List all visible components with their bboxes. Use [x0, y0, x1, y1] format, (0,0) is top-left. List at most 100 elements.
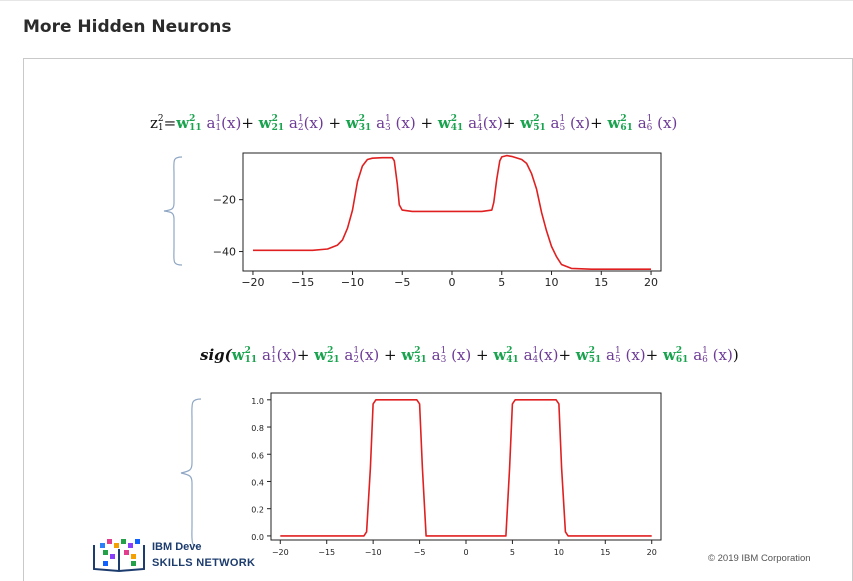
plus-sign: +	[590, 114, 608, 132]
activation-arg: (x)	[446, 346, 472, 364]
activation-a4-sup: 1	[532, 346, 539, 356]
weight-w21-sup: 2	[327, 346, 334, 356]
x-tick-label: 20	[647, 548, 657, 557]
weight-w51-sub: 51	[533, 123, 546, 133]
activation-a2-sub: 2	[353, 355, 360, 365]
activation-arg: (x)	[620, 346, 646, 364]
equals-sign: =	[163, 114, 177, 132]
weight-w61-sup: 2	[620, 114, 627, 124]
weight-w61: w 2 61	[662, 346, 689, 365]
weight-w51-sup: 2	[533, 114, 540, 124]
activation-a2-sub: 2	[297, 123, 304, 133]
weight-w41-sup: 2	[506, 346, 513, 356]
weight-w21-sub: 21	[327, 355, 340, 365]
plus-sign: +	[323, 114, 346, 132]
top-divider	[0, 0, 853, 1]
activation-a3-sup: 1	[440, 346, 447, 356]
y-tick-label: 0.8	[251, 424, 264, 433]
weight-w31: w 2 31	[401, 346, 427, 365]
x-tick-label: −5	[394, 276, 410, 289]
series-line	[253, 154, 651, 270]
weight-w11-sup: 2	[244, 346, 251, 356]
activation-a6-sub: 6	[646, 123, 653, 133]
activation-a5-sup: 1	[614, 346, 621, 356]
page-title: More Hidden Neurons	[23, 17, 232, 37]
copyright-text: © 2019 IBM Corporation	[708, 553, 811, 564]
plus-sign: +	[379, 346, 402, 364]
brace-top	[163, 156, 183, 266]
chart-sigmoid-output: −20 −15 −10 −5 0 5 10 15 20 0.0 0.2 0.4 0.6 0.8 1.0	[251, 392, 662, 557]
weight-w51-sup: 2	[588, 346, 595, 356]
x-tick-label: 10	[554, 548, 564, 557]
weight-w31-sup: 2	[358, 114, 366, 124]
x-tick-label: −10	[341, 276, 364, 289]
activation-a6-sup: 1	[646, 114, 653, 124]
plus-sign: +	[296, 346, 315, 364]
plus-sign: +	[558, 346, 576, 364]
weight-w61: w 2 61	[607, 114, 633, 133]
weight-w61-sub: 61	[675, 355, 689, 365]
y-tick-label: 0.2	[251, 506, 264, 515]
activation-arg: (x)	[303, 114, 324, 132]
activation-a4-sub: 4	[532, 355, 539, 365]
weight-w11-sub: 11	[189, 123, 202, 133]
closing-paren: )	[732, 346, 739, 364]
activation-a3-sup: 1	[385, 114, 391, 124]
x-tick-label: 5	[498, 276, 505, 289]
activation-a4-sub: 4	[477, 123, 483, 133]
weight-w51-indices: 2 51	[589, 347, 602, 365]
weight-w61-sup: 2	[675, 346, 683, 356]
weight-w41-indices: 2 41	[506, 347, 519, 365]
weight-w11-sup: 2	[189, 114, 196, 124]
chart-weighted-sum: −20 −15 −10 −5 0 5 10 15 20 −20 −40	[213, 152, 662, 289]
y-tick-label: 0.6	[251, 451, 264, 460]
x-tick-label: 15	[600, 548, 610, 557]
series-line	[280, 399, 652, 537]
x-tick-label: −15	[291, 276, 314, 289]
weight-w11-sub: 11	[244, 355, 258, 365]
x-tick-label: 5	[510, 548, 515, 557]
weight-w11: w 2 11	[176, 114, 202, 133]
y-tick-label: 1.0	[251, 397, 264, 406]
weight-w11-indices: 2 11	[245, 347, 258, 365]
weight-w11-indices: 2 11	[189, 115, 202, 133]
activation-a6-sub: 6	[702, 355, 708, 365]
activation-a5-sub: 5	[614, 355, 621, 365]
activation-a3-sub: 3	[385, 123, 391, 133]
weight-w21: w 2 21	[314, 346, 340, 365]
weight-w21-sup: 2	[271, 114, 278, 124]
weight-w31-sub: 31	[358, 123, 372, 133]
activation-a1-sup: 1	[270, 346, 277, 356]
logo-text-line2: SKILLS NETWORK	[152, 557, 256, 569]
activation-a6-sup: 1	[702, 346, 708, 356]
brace-bottom	[180, 398, 202, 548]
logo-text-line1: IBM Deve	[152, 541, 202, 553]
weight-w31-indices: 2 31	[414, 347, 427, 365]
activation-a1-sub: 1	[270, 355, 277, 365]
weight-w41: w 2 41	[493, 346, 519, 365]
activation-arg: (x)	[359, 346, 380, 364]
weight-w51: w 2 51	[520, 114, 546, 133]
activation-a2-sup: 1	[297, 114, 304, 124]
